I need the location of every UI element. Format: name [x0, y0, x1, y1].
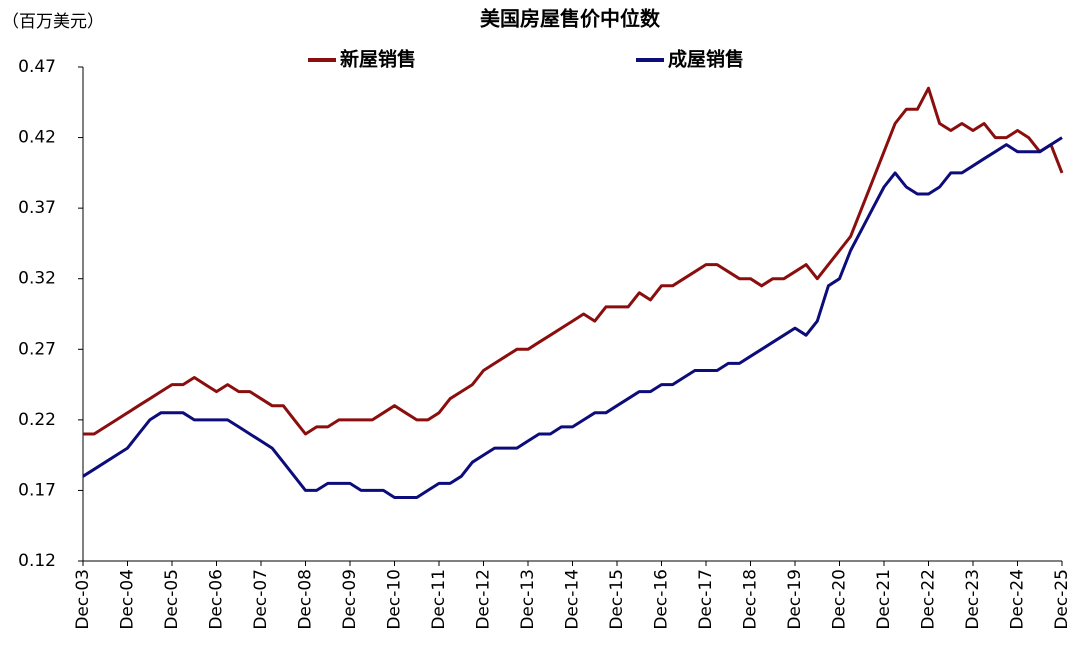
y-tick-label: 0.42 — [18, 128, 56, 148]
legend-label: 成屋销售 — [668, 48, 744, 71]
x-tick-label: Dec-23 — [963, 569, 983, 630]
x-tick-label: Dec-07 — [251, 569, 271, 630]
x-tick-label: Dec-19 — [785, 569, 805, 630]
x-tick-label: Dec-16 — [652, 569, 672, 630]
y-tick-label: 0.17 — [18, 480, 56, 500]
x-tick-label: Dec-09 — [340, 569, 360, 630]
y-axis-label: （百万美元） — [2, 12, 104, 32]
y-tick-label: 0.32 — [18, 269, 56, 289]
x-tick-label: Dec-20 — [830, 569, 850, 630]
x-tick-label: Dec-11 — [429, 569, 449, 630]
x-tick-label: Dec-10 — [385, 569, 405, 630]
legend-label: 新屋销售 — [340, 48, 416, 71]
y-tick-label: 0.27 — [18, 339, 56, 359]
line-series — [83, 86, 1064, 436]
line-series — [82, 136, 1063, 499]
x-tick-label: Dec-22 — [919, 569, 939, 630]
x-tick-label: Dec-08 — [296, 569, 316, 630]
y-tick-label: 0.22 — [18, 410, 56, 430]
x-tick-label: Dec-25 — [1052, 569, 1072, 630]
x-tick-label: Dec-12 — [474, 569, 494, 630]
x-tick-label: Dec-15 — [607, 569, 627, 630]
chart-title: 美国房屋售价中位数 — [480, 7, 661, 31]
x-tick-label: Dec-14 — [563, 569, 583, 630]
y-tick-label: 0.47 — [18, 57, 56, 77]
x-tick-label: Dec-13 — [518, 569, 538, 630]
x-tick-label: Dec-03 — [73, 569, 93, 630]
x-tick-label: Dec-18 — [741, 569, 761, 630]
y-tick-label: 0.12 — [18, 551, 56, 571]
y-tick-label: 0.37 — [18, 198, 56, 218]
x-tick-label: Dec-05 — [162, 569, 182, 630]
x-tick-label: Dec-06 — [207, 569, 227, 630]
x-tick-label: Dec-17 — [696, 569, 716, 630]
x-tick-label: Dec-04 — [118, 569, 138, 630]
x-tick-label: Dec-24 — [1008, 569, 1028, 630]
x-tick-label: Dec-21 — [874, 569, 894, 630]
